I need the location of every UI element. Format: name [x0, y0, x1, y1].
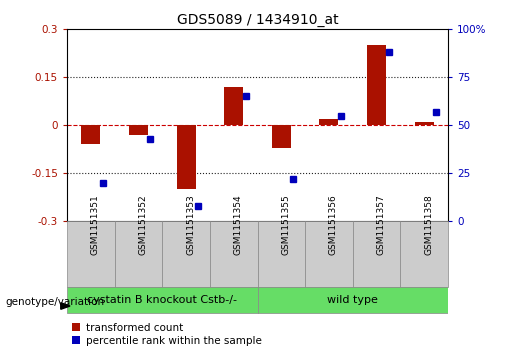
Text: genotype/variation: genotype/variation [5, 297, 104, 307]
Text: GSM1151357: GSM1151357 [376, 194, 386, 255]
Bar [415, 122, 434, 125]
Text: GSM1151353: GSM1151353 [186, 194, 195, 255]
Bar [224, 87, 243, 125]
Text: GSM1151358: GSM1151358 [424, 194, 433, 255]
Text: GSM1151351: GSM1151351 [91, 194, 100, 255]
Legend: transformed count, percentile rank within the sample: transformed count, percentile rank withi… [72, 323, 262, 346]
Bar [401, 221, 448, 287]
Bar [129, 125, 148, 135]
Bar [81, 125, 100, 144]
Polygon shape [61, 303, 70, 309]
Bar [177, 125, 196, 189]
Bar [258, 221, 305, 287]
Text: GSM1151355: GSM1151355 [281, 194, 290, 255]
Bar [114, 221, 162, 287]
Bar [353, 221, 401, 287]
Text: cystatin B knockout Cstb-/-: cystatin B knockout Cstb-/- [87, 295, 237, 305]
Bar [162, 221, 210, 287]
Bar [272, 125, 291, 148]
Bar [258, 287, 448, 313]
Bar [67, 221, 115, 287]
Text: GDS5089 / 1434910_at: GDS5089 / 1434910_at [177, 13, 338, 27]
Bar [210, 221, 258, 287]
Text: GSM1151352: GSM1151352 [139, 194, 147, 255]
Text: GSM1151356: GSM1151356 [329, 194, 338, 255]
Text: GSM1151354: GSM1151354 [234, 194, 243, 255]
Text: wild type: wild type [328, 295, 378, 305]
Bar [367, 45, 386, 125]
Bar [305, 221, 353, 287]
Bar [319, 119, 338, 125]
Bar [67, 287, 258, 313]
